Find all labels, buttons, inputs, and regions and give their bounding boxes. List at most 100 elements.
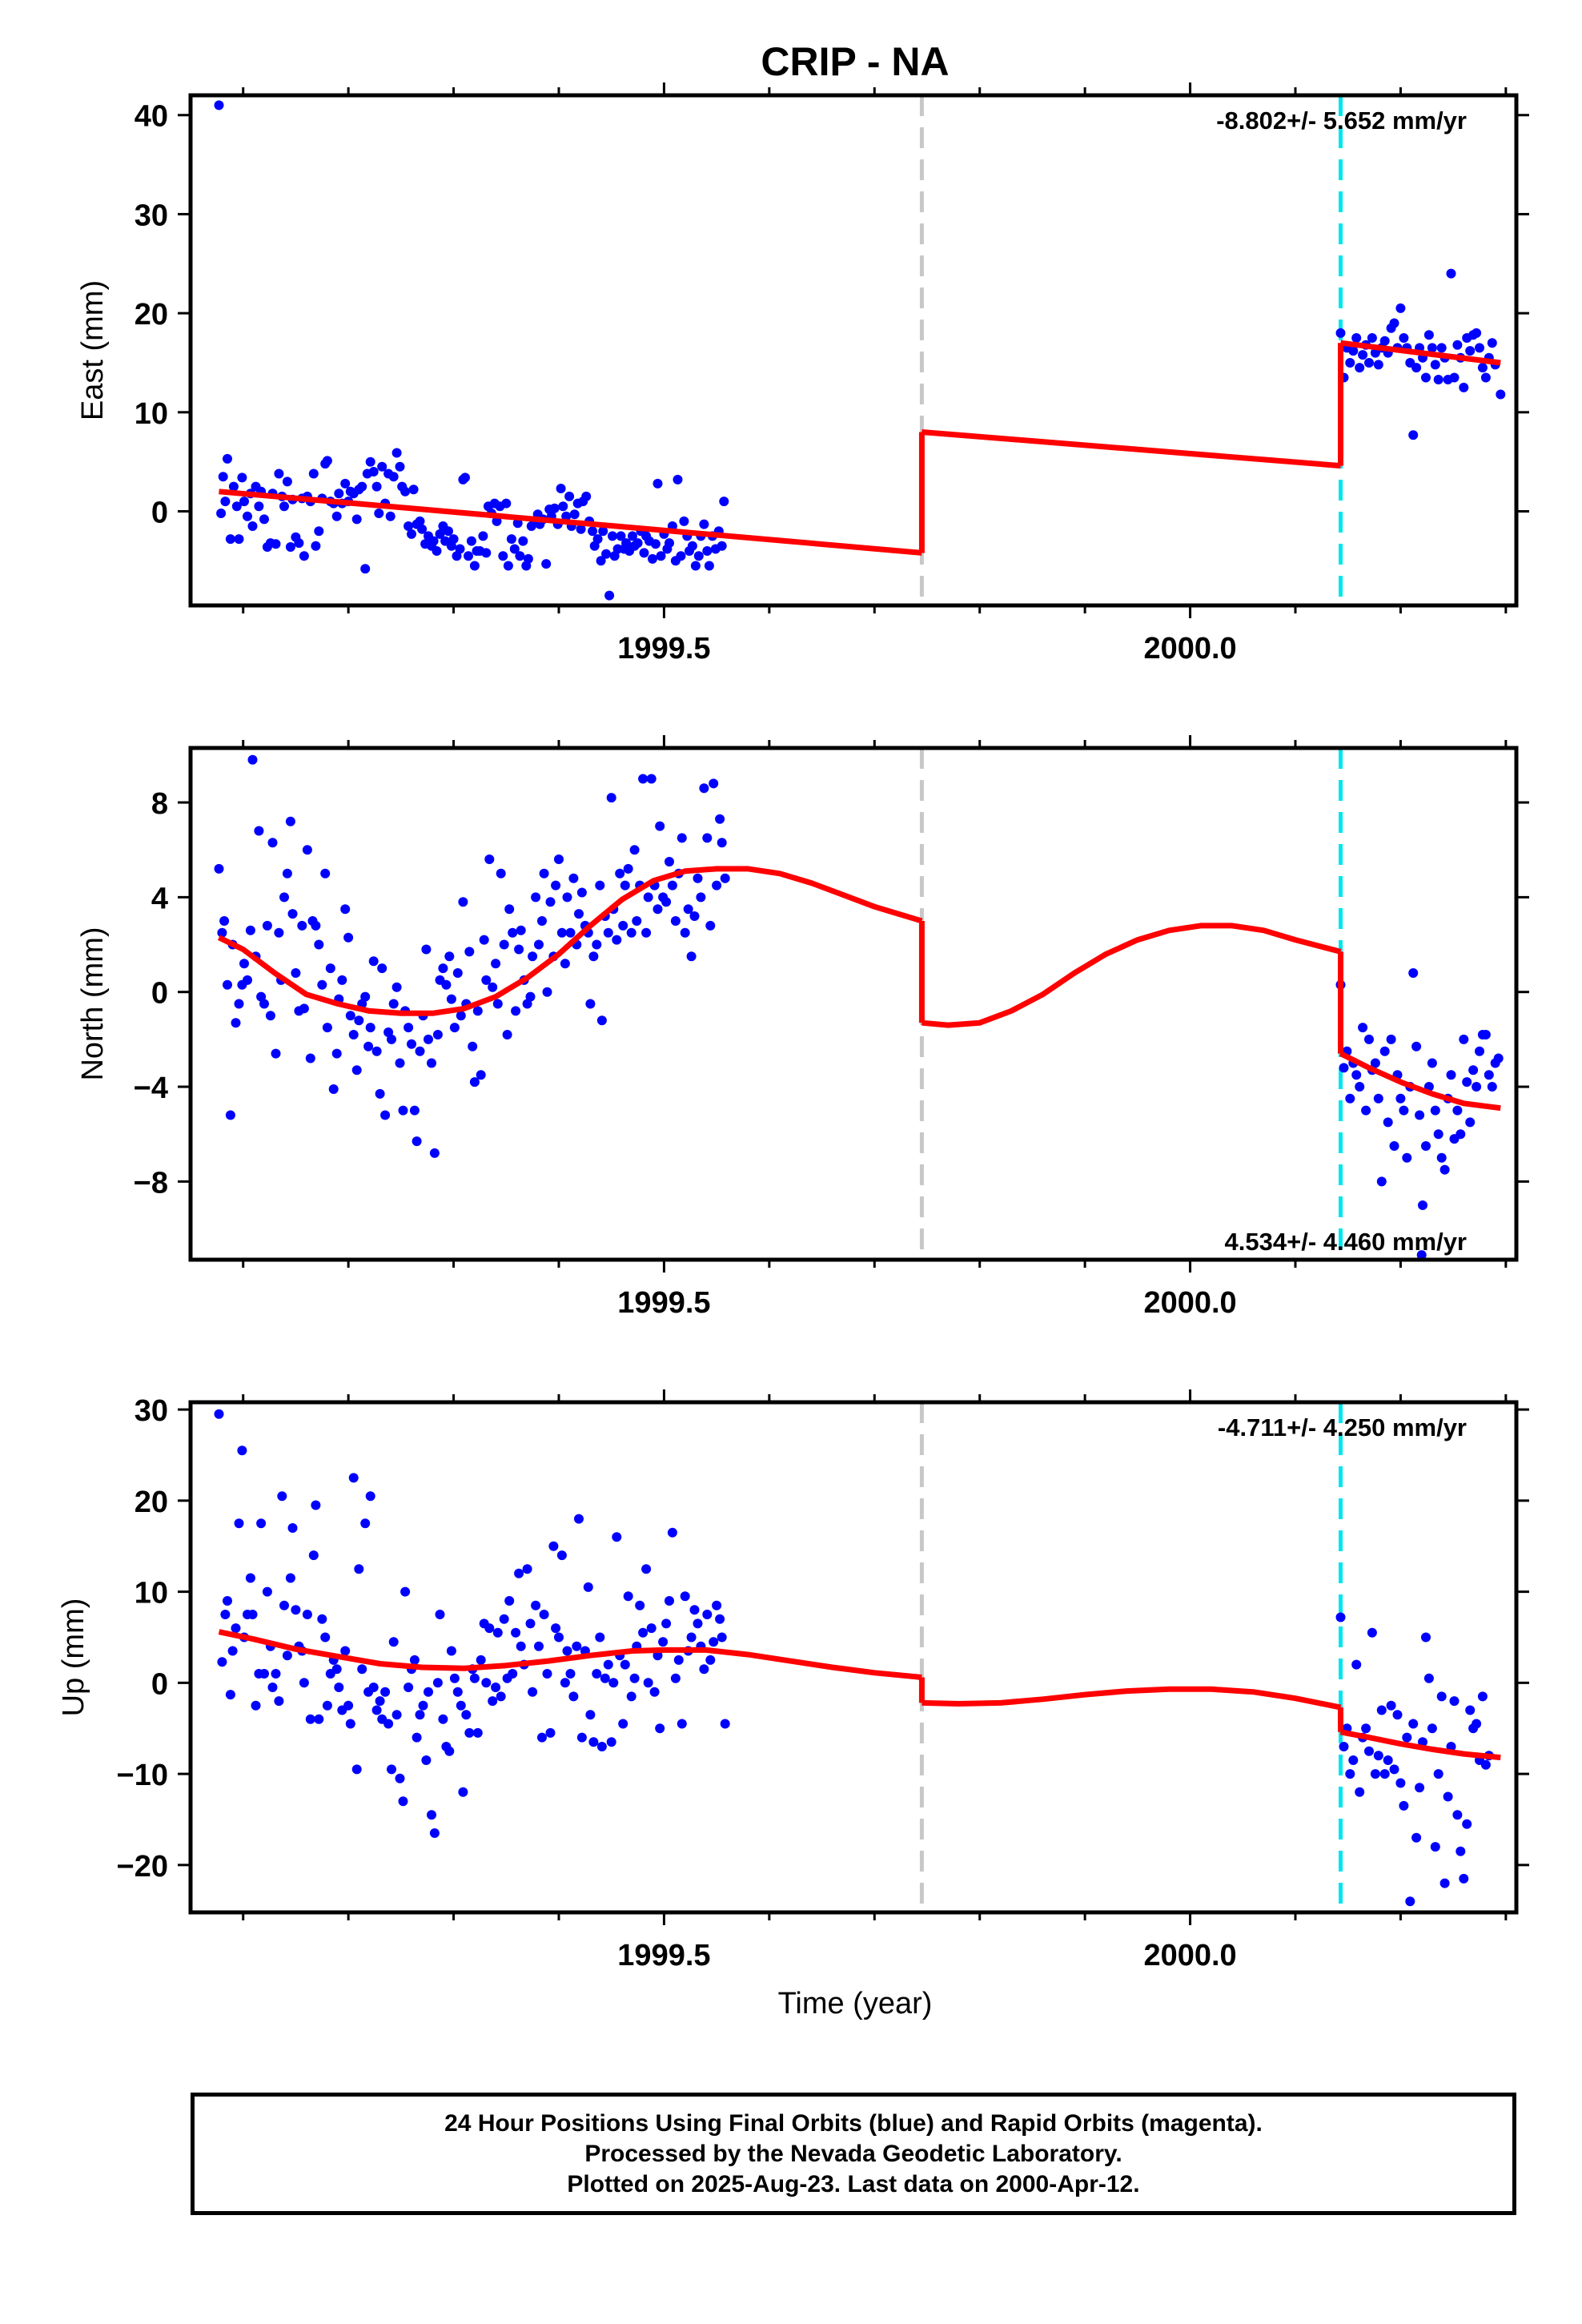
y-tick-label: 30 [135,1394,168,1428]
data-point [395,1773,405,1783]
data-point [569,509,580,520]
data-point [1335,1612,1346,1622]
data-point [558,501,568,512]
data-point [1408,968,1419,978]
data-point [1383,1755,1393,1765]
data-point [412,1136,422,1147]
data-point [705,920,716,931]
data-point [299,1678,309,1688]
data-point [245,925,255,935]
data-point [635,1600,645,1610]
model-segment [921,1686,1342,1711]
data-point [317,1614,327,1624]
data-point [481,975,492,985]
data-point [1386,1034,1396,1044]
data-point [1373,1093,1383,1104]
data-point [1496,389,1506,400]
data-point [449,1023,460,1033]
data-point [545,1727,556,1738]
data-point [449,1673,460,1683]
data-point [502,1030,512,1039]
data-point [1430,1842,1440,1852]
data-point [331,1664,342,1675]
data-point [551,880,561,891]
data-point [387,1034,396,1044]
data-point [285,542,295,552]
data-point [680,1591,690,1602]
data-point [368,1683,379,1692]
data-point [294,538,304,549]
data-point [560,959,570,969]
data-point [583,1582,593,1592]
data-point [1477,363,1488,373]
data-point [391,448,402,458]
data-point [446,1646,456,1656]
data-point [271,1669,281,1679]
data-point [297,920,307,931]
data-point [643,1678,653,1688]
data-point [368,467,379,476]
data-point [715,1614,725,1624]
data-point [476,1070,486,1080]
data-point [1399,1800,1409,1811]
data-point [1427,1723,1437,1734]
data-point [1415,1110,1425,1120]
data-point [469,561,480,571]
data-point [652,904,663,915]
data-point [345,1011,355,1021]
data-point [1395,1093,1406,1104]
data-point [670,1673,681,1683]
data-point [1364,1034,1374,1044]
data-point [655,1723,665,1734]
data-point [308,468,319,479]
y-axis-label: East (mm) [76,280,110,420]
data-point [576,524,586,534]
data-point [340,904,351,915]
data-point [365,1491,375,1502]
data-point [432,1030,443,1039]
data-point [239,497,249,507]
data-point [488,1696,498,1707]
data-point [478,531,488,541]
data-point [357,1664,367,1675]
data-point [417,524,428,534]
data-point [1411,1832,1422,1843]
data-point [267,838,278,848]
data-point [499,939,509,950]
data-point [1459,382,1469,392]
footer-info-box: 24 Hour Positions Using Final Orbits (bl… [191,2093,1516,2215]
velocity-rate-label: -8.802+/- 5.652 mm/yr [1216,107,1467,135]
data-point [720,873,730,883]
data-point [598,526,608,537]
data-point [623,1591,633,1602]
data-point [468,1041,478,1051]
model-segment [218,1629,922,1680]
data-point [585,999,596,1009]
data-point [314,1714,324,1724]
plot-area [214,1402,1501,1912]
data-point [556,927,567,938]
data-point [523,553,533,564]
data-point [237,472,247,483]
data-point [620,1659,630,1670]
data-point [1456,1129,1466,1140]
data-point [720,1719,730,1729]
data-point [514,944,524,955]
data-point [1446,1070,1456,1080]
data-point [492,1627,503,1638]
data-point [1433,375,1443,384]
data-point [325,963,335,974]
data-point [267,1683,278,1692]
data-point [1399,333,1409,343]
data-point [1370,1769,1380,1779]
data-point [1348,1755,1359,1765]
figure-title: CRIP - NA [761,39,949,84]
data-point [448,534,459,545]
data-point [1348,346,1359,356]
data-point [455,544,465,554]
data-point [1351,1070,1362,1080]
data-point [554,1632,564,1642]
data-point [638,1627,648,1638]
data-point [702,1610,713,1619]
data-point [271,539,281,549]
